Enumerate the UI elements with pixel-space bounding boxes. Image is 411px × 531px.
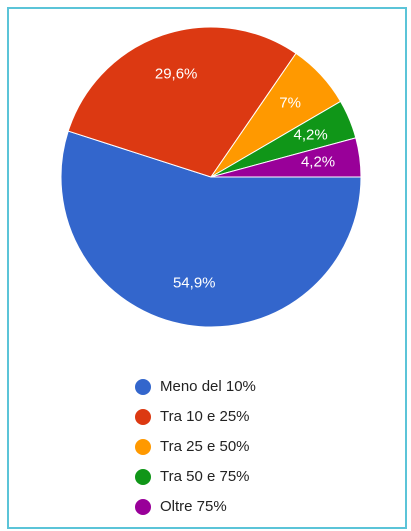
pie-slice	[60, 130, 362, 328]
slice-label: 4,2%	[294, 126, 328, 143]
legend-swatch	[135, 439, 151, 455]
legend-swatch	[135, 409, 151, 425]
legend-swatch	[135, 469, 151, 485]
slice-label: 4,2%	[301, 154, 335, 171]
legend-label: Oltre 75%	[160, 498, 227, 515]
legend-label: Tra 25 e 50%	[160, 438, 250, 455]
legend-label: Tra 50 e 75%	[160, 468, 250, 485]
slice-label: 7%	[279, 94, 301, 111]
slice-label: 54,9%	[173, 275, 216, 292]
legend-swatch	[135, 499, 151, 515]
slice-label: 29,6%	[155, 66, 198, 83]
pie-slice	[210, 137, 362, 178]
pie-slice	[67, 26, 297, 178]
legend-swatch	[135, 379, 151, 395]
legend-label: Meno del 10%	[160, 378, 256, 395]
legend-label: Tra 10 e 25%	[160, 408, 250, 425]
